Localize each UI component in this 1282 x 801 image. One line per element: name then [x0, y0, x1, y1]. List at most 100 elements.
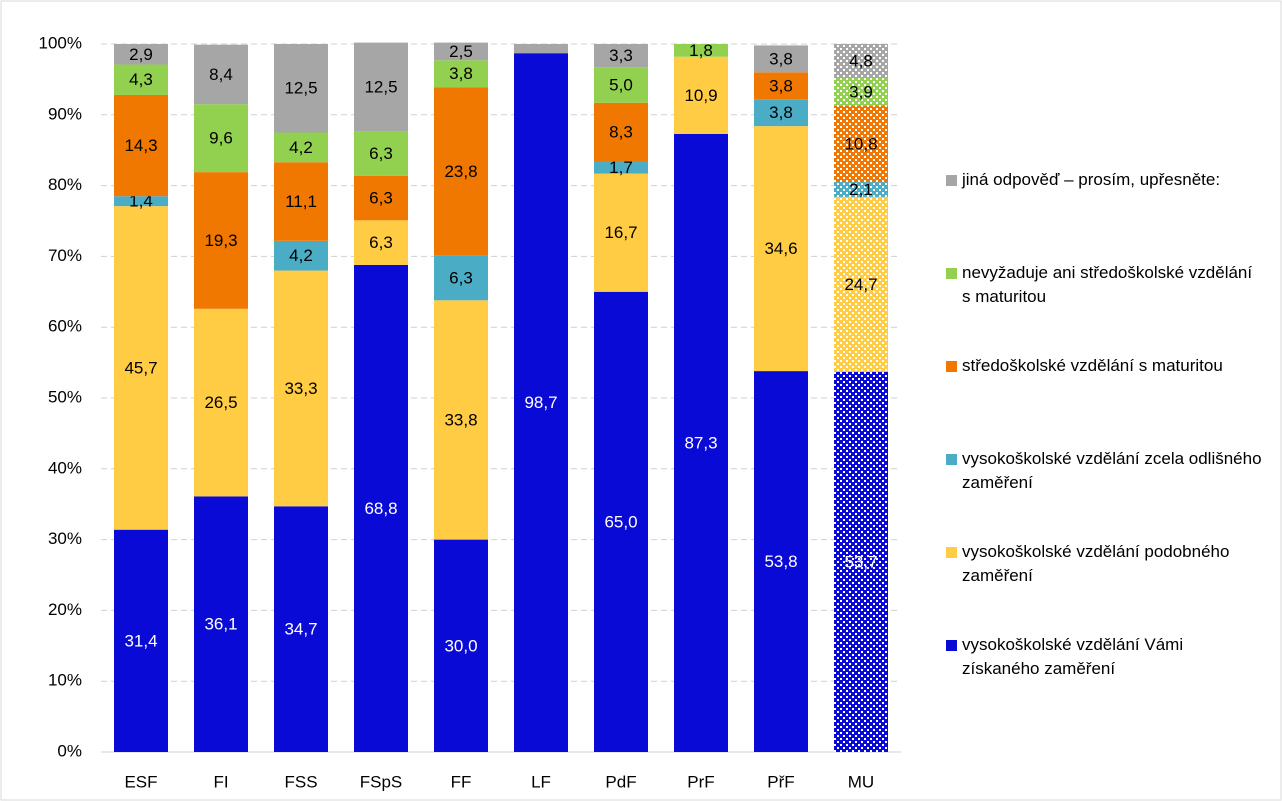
data-label: 33,3	[284, 379, 317, 398]
bar-segment	[434, 300, 488, 540]
legend-entry: vysokoškolské vzdělání Vámi získaného za…	[946, 633, 1266, 726]
data-label: 4,2	[289, 138, 313, 157]
bar-segment	[354, 131, 408, 176]
legend-label: nevyžaduje ani středoškolské vzdělání s …	[962, 263, 1253, 306]
data-label: 10,9	[684, 86, 717, 105]
data-label: 33,8	[444, 410, 477, 429]
x-tick-label: FI	[213, 772, 228, 791]
y-tick-label: 100%	[39, 33, 82, 52]
x-tick-label: ESF	[124, 772, 157, 791]
y-tick-label: 90%	[48, 104, 82, 123]
data-label: 4,2	[289, 246, 313, 265]
data-label: 26,5	[204, 393, 237, 412]
data-label: 36,1	[204, 615, 237, 634]
legend-entry: vysokoškolské vzdělání podobného zaměřen…	[946, 540, 1266, 633]
data-label: 68,8	[364, 499, 397, 518]
bar-segment	[194, 44, 248, 105]
bar-segment	[274, 506, 328, 752]
data-label: 2,5	[449, 42, 473, 61]
data-label: 30,0	[444, 636, 477, 655]
data-label: 16,7	[604, 223, 637, 242]
legend: jiná odpověď – prosím, upřesněte: nevyžad…	[946, 168, 1266, 726]
y-tick-label: 20%	[48, 600, 82, 619]
bar-segment	[194, 172, 248, 309]
legend-label: vysokoškolské vzdělání podobného zaměřen…	[962, 542, 1230, 585]
y-tick-label: 40%	[48, 458, 82, 477]
bar-segment	[834, 371, 888, 752]
bar-segment	[114, 64, 168, 95]
y-tick-label: 10%	[48, 671, 82, 690]
y-tick-label: 50%	[48, 387, 82, 406]
bar-segment	[194, 496, 248, 752]
data-label: 8,4	[209, 65, 233, 84]
legend-swatch	[946, 640, 957, 651]
data-label: 1,4	[129, 192, 153, 211]
data-label: 6,3	[449, 268, 473, 287]
bar-segment	[674, 44, 728, 57]
x-tick-label: FF	[451, 772, 472, 791]
data-label: 87,3	[684, 433, 717, 452]
y-tick-label: 70%	[48, 246, 82, 265]
bar-segment	[834, 44, 888, 78]
data-label: 19,3	[204, 231, 237, 250]
y-tick-label: 30%	[48, 529, 82, 548]
bar-segment	[834, 105, 888, 183]
x-tick-label: FSS	[284, 772, 317, 791]
data-label: 12,5	[284, 79, 317, 98]
y-tick-label: 80%	[48, 175, 82, 194]
bar-segment	[114, 94, 168, 197]
data-label: 6,3	[369, 233, 393, 252]
y-tick-label: 0%	[57, 741, 82, 760]
x-tick-label: PřF	[767, 772, 794, 791]
bar-segment	[514, 44, 568, 54]
legend-entry: jiná odpověď – prosím, upřesněte:	[946, 168, 1266, 261]
bar-segment	[354, 42, 408, 132]
legend-label: jiná odpověď – prosím, upřesněte:	[962, 170, 1221, 189]
bar-segment	[434, 539, 488, 752]
bar-segment	[274, 270, 328, 507]
bar-segment	[594, 44, 648, 68]
data-label: 34,6	[764, 239, 797, 258]
data-label: 11,1	[285, 192, 317, 211]
legend-label: vysokoškolské vzdělání zcela odlišného z…	[962, 449, 1262, 492]
bar-segment	[754, 99, 808, 127]
data-label: 3,8	[769, 76, 793, 95]
y-tick-label: 60%	[48, 317, 82, 336]
legend-entry: vysokoškolské vzdělání zcela odlišného z…	[946, 447, 1266, 540]
bar-segment	[194, 308, 248, 497]
data-label: 3,8	[769, 49, 793, 68]
data-label: 3,3	[609, 46, 633, 65]
data-label: 3,9	[849, 82, 873, 101]
bar-segment	[594, 67, 648, 103]
bar-segment	[274, 44, 328, 133]
bar-segment	[834, 196, 888, 372]
bar-segment	[274, 240, 328, 271]
bar-segment	[594, 291, 648, 752]
bar-segment	[754, 72, 808, 100]
legend-swatch	[946, 175, 957, 186]
bar-segment	[514, 53, 568, 753]
bar-segment	[834, 182, 888, 197]
data-label: 12,5	[364, 77, 397, 96]
legend-swatch	[946, 361, 957, 372]
data-label: 1,7	[609, 158, 633, 177]
bar-segment	[194, 104, 248, 173]
data-label: 3,8	[449, 64, 473, 83]
bar-segment	[594, 102, 648, 162]
data-label: 6,3	[369, 144, 393, 163]
data-label: 2,9	[129, 45, 153, 64]
legend-swatch	[946, 547, 957, 558]
data-label: 31,4	[124, 631, 157, 650]
legend-label: vysokoškolské vzdělání Vámi získaného za…	[962, 635, 1184, 678]
data-label: 24,7	[844, 275, 877, 294]
bar-segment	[594, 173, 648, 292]
legend-entry: středoškolské vzdělání s maturitou	[946, 354, 1266, 447]
data-label: 34,7	[284, 620, 317, 639]
x-tick-label: MU	[848, 772, 874, 791]
data-label: 4,3	[129, 70, 153, 89]
data-label: 5,0	[609, 76, 633, 95]
x-tick-label: PrF	[687, 772, 714, 791]
data-label: 53,7	[844, 552, 877, 571]
